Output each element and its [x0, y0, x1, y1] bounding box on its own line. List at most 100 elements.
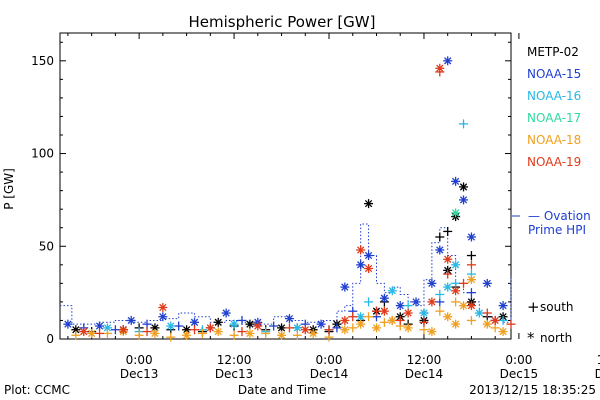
x-axis: 0:00Dec1312:00Dec130:00Dec1412:00Dec140:… — [67, 33, 600, 381]
south-marker — [269, 321, 279, 331]
south-marker — [364, 297, 374, 307]
north-marker — [87, 328, 97, 338]
north-marker — [498, 327, 508, 337]
x-tick-date-label: Dec14 — [405, 367, 444, 381]
y-axis: 0 50 100 150 — [31, 41, 511, 346]
legend-entry-noaa-17: NOAA-17 — [527, 111, 581, 125]
north-marker — [419, 308, 429, 318]
north-marker — [253, 321, 263, 331]
x-tick-date-label: Dec15 — [500, 367, 539, 381]
north-marker — [459, 301, 469, 311]
south-marker — [443, 226, 453, 236]
north-marker — [277, 330, 287, 340]
north-marker — [245, 328, 255, 338]
south-marker — [498, 315, 508, 325]
y-tick-label: 0 — [46, 332, 54, 346]
south-marker — [466, 251, 476, 261]
north-marker — [229, 319, 239, 329]
north-marker — [205, 323, 215, 333]
x-tick-date-label: Dec14 — [310, 367, 349, 381]
north-marker — [403, 308, 413, 318]
south-marker — [435, 232, 445, 242]
north-marker — [459, 195, 469, 205]
y-axis-label: P [GW] — [2, 168, 16, 210]
north-marker — [300, 325, 310, 335]
north-marker — [451, 260, 461, 270]
legend-north-label: north — [540, 331, 572, 345]
x-tick-date-label: Dec15 — [595, 367, 600, 381]
north-marker — [158, 302, 168, 312]
north-marker — [498, 301, 508, 311]
south-marker — [142, 327, 152, 337]
south-marker — [332, 323, 342, 333]
north-marker — [221, 308, 231, 318]
y-tick-label: 100 — [31, 147, 54, 161]
south-marker — [237, 327, 247, 337]
north-marker — [284, 314, 294, 324]
north-marker — [443, 282, 453, 292]
north-marker — [118, 325, 128, 335]
south-marker — [459, 119, 469, 129]
north-marker — [443, 56, 453, 66]
south-marker — [190, 325, 200, 335]
north-marker — [474, 308, 484, 318]
north-marker — [63, 319, 73, 329]
south-marker — [292, 330, 302, 340]
north-marker — [387, 286, 397, 296]
legend-south-label: south — [540, 300, 574, 314]
south-marker — [506, 319, 516, 329]
legend-south-marker: + — [527, 298, 540, 316]
satellite-markers — [63, 56, 516, 342]
north-marker — [356, 260, 366, 270]
south-marker — [237, 315, 247, 325]
chart-title: Hemispheric Power [GW] — [189, 13, 376, 31]
south-marker — [284, 323, 294, 333]
south-marker — [379, 317, 389, 327]
south-marker — [435, 289, 445, 299]
south-marker — [371, 306, 381, 316]
north-marker — [443, 254, 453, 264]
north-marker — [403, 323, 413, 333]
north-marker — [308, 328, 318, 338]
south-marker — [102, 328, 112, 338]
south-marker — [134, 330, 144, 340]
north-marker — [95, 321, 105, 331]
north-marker — [427, 297, 437, 307]
north-marker — [482, 319, 492, 329]
north-marker — [245, 319, 255, 329]
x-tick-date-label: Dec13 — [215, 367, 254, 381]
x-tick-time-label: 0:00 — [316, 353, 343, 367]
south-marker — [166, 332, 176, 342]
north-marker — [356, 245, 366, 255]
south-marker — [71, 330, 81, 340]
south-marker — [261, 328, 271, 338]
south-marker — [197, 328, 207, 338]
south-marker — [451, 297, 461, 307]
south-marker — [95, 328, 105, 338]
north-marker — [451, 176, 461, 186]
north-marker — [277, 323, 287, 333]
south-marker — [174, 321, 184, 331]
north-marker — [387, 315, 397, 325]
north-marker — [158, 312, 168, 322]
north-marker — [371, 323, 381, 333]
north-marker — [395, 301, 405, 311]
legend-entry-metp-02: METP-02 — [527, 45, 579, 59]
north-marker — [466, 232, 476, 242]
south-marker — [324, 325, 334, 335]
legend-entry-noaa-15: NOAA-15 — [527, 67, 581, 81]
north-marker — [443, 312, 453, 322]
north-marker — [379, 293, 389, 303]
footer-timestamp: 2013/12/15 18:35:25 — [469, 383, 596, 397]
south-marker — [443, 269, 453, 279]
north-marker — [490, 315, 500, 325]
legend: METP-02 NOAA-15 NOAA-16 NOAA-17 NOAA-18 NOAA-… — [527, 45, 581, 169]
north-marker — [213, 327, 223, 337]
south-marker — [459, 278, 469, 288]
x-tick-time-label: 0:00 — [505, 353, 532, 367]
south-marker — [435, 306, 445, 316]
north-marker — [466, 275, 476, 285]
x-axis-label: Date and Time — [238, 383, 326, 397]
south-marker — [419, 317, 429, 327]
south-marker — [466, 315, 476, 325]
